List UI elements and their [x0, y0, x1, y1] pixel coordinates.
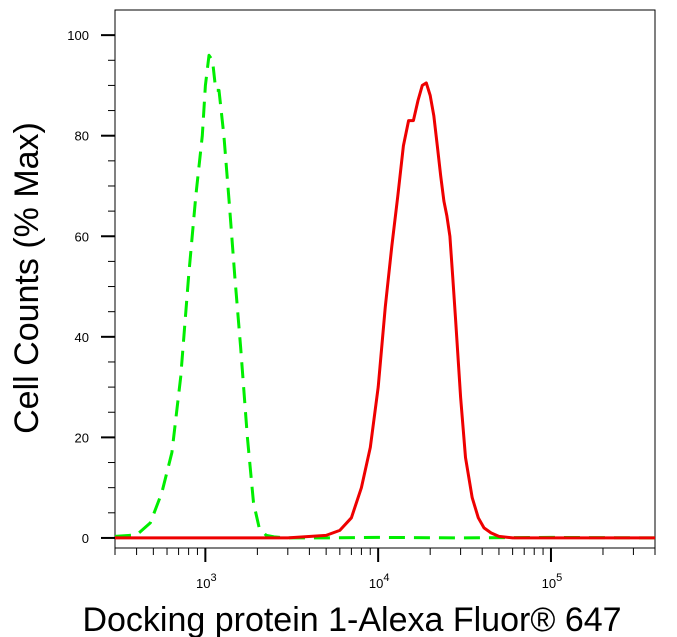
- x-axis-title: Docking protein 1-Alexa Fluor® 647: [82, 601, 621, 637]
- series-layer: [114, 53, 656, 540]
- y-axis: 0 20 40 60 80 100: [67, 28, 115, 546]
- series-line-2: [115, 81, 655, 540]
- y-tick-label: 0: [82, 531, 89, 546]
- plot-frame: [114, 9, 656, 549]
- x-axis: 103 104 105: [114, 548, 656, 591]
- y-tick-label: 20: [75, 430, 89, 445]
- x-tick-label: 104: [369, 572, 390, 591]
- y-axis-title: Cell Counts (% Max): [8, 122, 46, 434]
- y-tick-label: 100: [67, 28, 89, 43]
- y-tick-label: 60: [75, 229, 89, 244]
- y-tick-label: 40: [75, 330, 89, 345]
- y-tick-label: 80: [75, 129, 89, 144]
- x-tick-label: 105: [542, 572, 563, 591]
- x-tick-label: 103: [196, 572, 217, 591]
